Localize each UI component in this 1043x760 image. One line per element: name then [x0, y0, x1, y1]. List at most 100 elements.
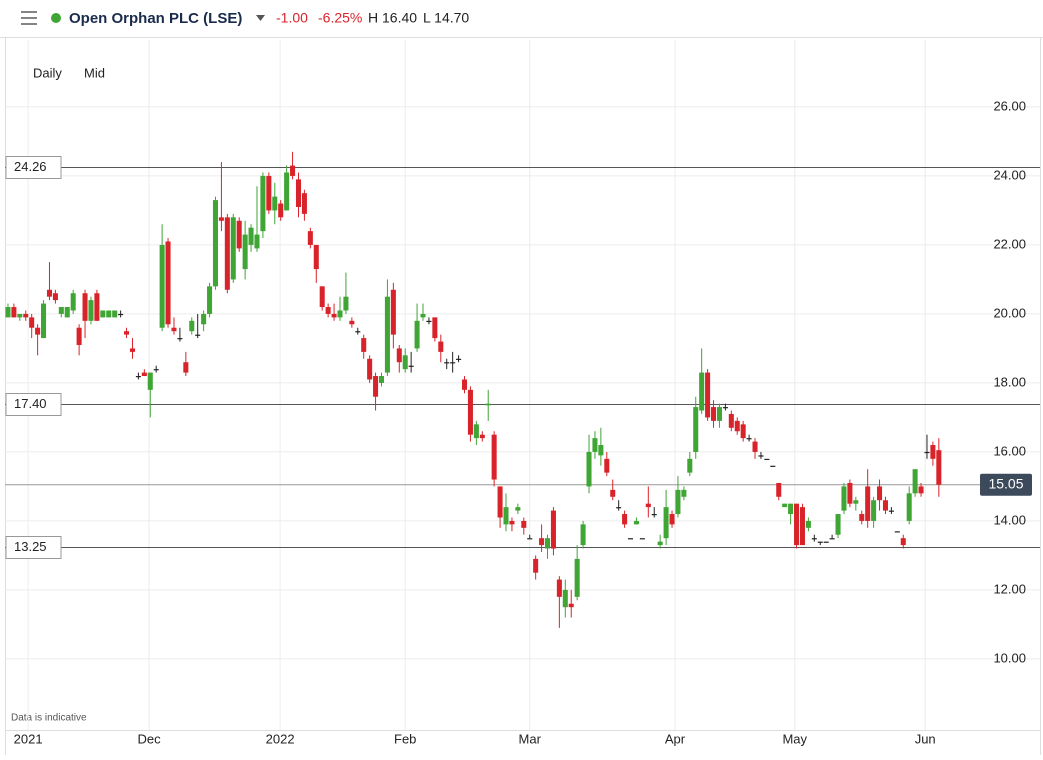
- candle-body: [129, 348, 135, 352]
- y-tick-label: 10.00: [993, 650, 1026, 665]
- candle-body: [319, 286, 325, 308]
- candle-body: [918, 486, 924, 494]
- instrument-title[interactable]: Open Orphan PLC (LSE): [69, 10, 242, 27]
- dropdown-arrow[interactable]: [256, 15, 265, 21]
- candle-body: [556, 579, 562, 597]
- candle-body: [539, 538, 545, 546]
- candle-body: [521, 520, 527, 528]
- candle-body: [485, 403, 491, 406]
- x-tick-label: 2021: [14, 731, 43, 746]
- candle-body: [491, 434, 497, 480]
- candle-body: [752, 441, 758, 452]
- candle-body: [456, 358, 462, 360]
- x-tick-label: Mar: [519, 731, 542, 746]
- x-tick-label: Dec: [138, 731, 162, 746]
- candle-body: [260, 175, 266, 232]
- candle-body: [746, 438, 752, 440]
- candle-body: [331, 313, 337, 318]
- last-price-label: 15.05: [988, 475, 1023, 491]
- candle-body: [663, 507, 669, 539]
- candle-body: [503, 507, 509, 525]
- candle-body: [112, 310, 118, 318]
- candle-body: [811, 538, 817, 540]
- candle-body: [770, 465, 776, 467]
- candle-body: [657, 541, 663, 546]
- level-label: 24.26: [14, 159, 47, 174]
- change: -1.00: [276, 10, 308, 26]
- candle-body: [82, 293, 88, 321]
- candle-body: [88, 300, 94, 321]
- candle-body: [106, 310, 112, 318]
- candle-body: [758, 455, 764, 457]
- price-type[interactable]: Mid: [84, 65, 105, 80]
- candle-body: [307, 231, 313, 245]
- candle-body: [396, 348, 402, 363]
- candle-body: [384, 296, 390, 373]
- candle-body: [76, 327, 82, 345]
- candle-body: [450, 362, 456, 364]
- candle-body: [669, 514, 675, 525]
- candle-body: [681, 489, 687, 497]
- candle-body: [438, 341, 444, 352]
- candle-body: [367, 358, 373, 380]
- candle-body: [782, 503, 788, 508]
- candle-body: [627, 538, 634, 540]
- candle-body: [461, 379, 468, 390]
- candle-body: [23, 313, 29, 318]
- candle-body: [355, 331, 361, 333]
- candle-body: [544, 538, 551, 549]
- y-tick-label: 18.00: [993, 374, 1026, 389]
- candle-body: [284, 172, 290, 211]
- x-tick-label: 2022: [266, 731, 295, 746]
- y-tick-label: 12.00: [993, 581, 1026, 596]
- candle-body: [598, 445, 604, 456]
- candle-body: [586, 451, 592, 487]
- candle-body: [930, 445, 936, 459]
- candle-body: [254, 234, 260, 249]
- candle-body: [94, 293, 100, 321]
- candle-body: [764, 458, 770, 461]
- candle-body: [877, 486, 883, 501]
- candle-body: [426, 320, 432, 323]
- candle-body: [343, 296, 349, 311]
- candle-body: [17, 313, 23, 318]
- menu-icon[interactable]: [21, 11, 37, 25]
- candle-body: [295, 179, 302, 207]
- candle-body: [195, 334, 201, 336]
- y-tick-label: 20.00: [993, 305, 1026, 320]
- candle-body: [841, 486, 847, 511]
- level-label-box: [5, 393, 62, 416]
- candle-body: [722, 407, 728, 409]
- candle-body: [906, 493, 912, 521]
- candle-body: [799, 507, 805, 546]
- candle-body: [414, 320, 420, 349]
- candle-body: [29, 317, 35, 328]
- candle-body: [604, 458, 610, 473]
- candle-body: [912, 469, 918, 494]
- candle-body: [183, 362, 189, 373]
- candle-body: [236, 220, 242, 249]
- candle-body: [592, 438, 598, 452]
- disclaimer: Data is indicative: [11, 713, 87, 724]
- candle-body: [924, 451, 930, 454]
- candle-body: [224, 217, 230, 290]
- level-label-box: [5, 536, 62, 559]
- candle-body: [829, 538, 835, 540]
- candle-body: [408, 365, 414, 367]
- candle-body: [248, 227, 254, 245]
- y-tick-label: 14.00: [993, 512, 1026, 527]
- candle-body: [218, 217, 224, 221]
- status-dot: [51, 13, 61, 23]
- candle-body: [882, 500, 888, 511]
- candle-body: [562, 589, 568, 608]
- candle-body: [550, 510, 556, 549]
- candle-body: [616, 507, 622, 509]
- day-high: H 16.40: [368, 10, 417, 26]
- interval[interactable]: Daily: [33, 65, 62, 80]
- candle-body: [894, 531, 900, 533]
- candle-body: [153, 369, 159, 371]
- candle-body: [361, 338, 367, 352]
- candle-body: [159, 244, 165, 328]
- candle-body: [497, 486, 503, 518]
- candle-body: [859, 514, 865, 521]
